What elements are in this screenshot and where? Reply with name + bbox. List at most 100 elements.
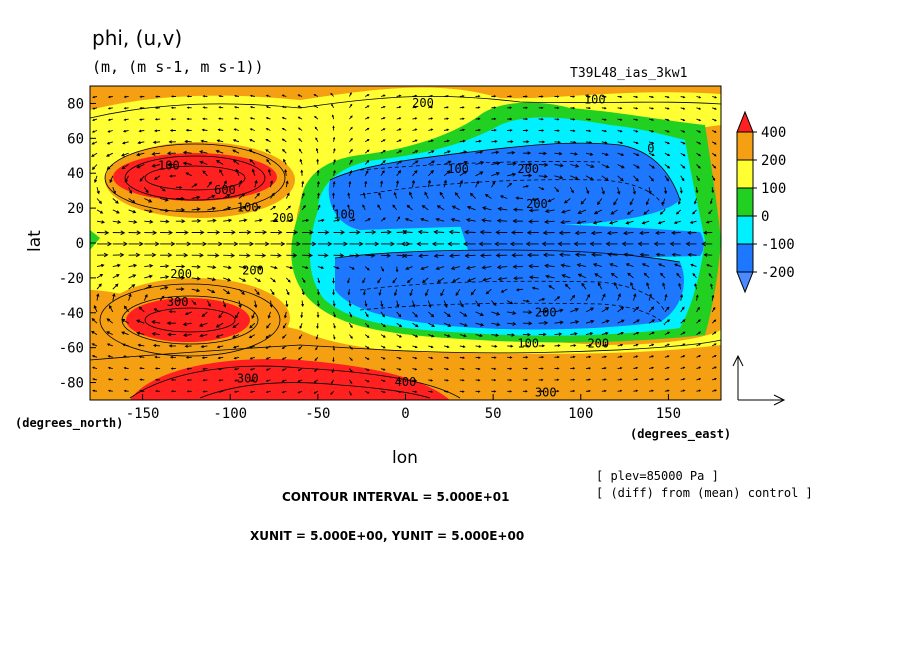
wind-arrow (643, 209, 650, 215)
wind-arrow (395, 266, 399, 273)
wind-arrow (485, 288, 492, 295)
wind-arrow (170, 378, 176, 382)
wind-arrow (511, 252, 523, 258)
wind-arrow (282, 322, 287, 329)
wind-arrow (538, 129, 545, 132)
wind-arrow (475, 171, 484, 177)
colorbar-top-arrow (736, 110, 754, 133)
y-tick-label: 80 (67, 96, 84, 112)
colorbar-swatch (736, 187, 754, 217)
wind-arrow (380, 94, 386, 97)
wind-arrow (112, 252, 125, 258)
wind-arrow (538, 297, 546, 302)
wind-arrow (459, 94, 465, 98)
wind-arrow (380, 105, 386, 109)
wind-arrow (648, 164, 655, 169)
wind-arrow (443, 322, 452, 327)
wind-arrow (467, 277, 476, 282)
wind-arrow (676, 272, 682, 279)
wind-arrow (333, 169, 336, 176)
wind-arrow (249, 368, 255, 371)
wind-arrow (223, 277, 232, 282)
wind-arrow (199, 150, 208, 154)
wind-arrow (428, 390, 434, 393)
wind-arrow (692, 209, 697, 215)
wind-arrow (706, 264, 713, 268)
wind-arrow (395, 180, 400, 188)
wind-arrow (570, 389, 576, 393)
wind-arrow (711, 175, 716, 182)
wind-arrow (396, 356, 402, 360)
wind-arrow (349, 148, 353, 154)
wind-arrow (175, 241, 192, 247)
wind-arrow (317, 204, 321, 211)
wind-arrow (283, 158, 287, 165)
wind-arrow (223, 241, 239, 247)
y-tick-label: -60 (59, 341, 84, 357)
wind-arrow (137, 141, 145, 145)
wind-arrow (380, 300, 384, 308)
wind-arrow (122, 355, 129, 358)
wind-arrow (348, 170, 353, 176)
wind-arrow (160, 241, 176, 247)
wind-arrow (459, 390, 465, 393)
x-tick-label: 100 (568, 406, 593, 422)
wind-arrow (332, 204, 336, 210)
wind-arrow (128, 263, 138, 268)
wind-arrow (633, 389, 639, 392)
wind-arrow (333, 253, 345, 258)
wind-arrow (233, 356, 240, 360)
wind-arrow (589, 241, 602, 247)
wind-arrow (649, 95, 655, 99)
wind-arrow (500, 288, 508, 293)
wind-arrow (316, 169, 320, 176)
wind-arrow (317, 289, 320, 296)
wind-arrow (608, 220, 618, 225)
wind-arrow (538, 174, 548, 179)
wind-arrow (235, 168, 240, 176)
wind-arrow (574, 230, 587, 236)
wind-arrow (554, 378, 560, 381)
wind-arrow (475, 161, 485, 165)
wind-arrow (554, 175, 564, 180)
wind-arrow (380, 356, 386, 360)
wind-arrow (648, 331, 655, 336)
wind-arrow (139, 106, 145, 110)
wind-arrow (281, 116, 287, 120)
wind-arrow (238, 288, 245, 295)
wind-arrow (585, 141, 593, 144)
wind-arrow (538, 309, 549, 314)
x-tick-label: -100 (213, 406, 247, 422)
wind-arrow (648, 343, 655, 347)
wind-arrow (444, 128, 450, 132)
wind-arrow (411, 179, 416, 188)
wind-arrow (680, 141, 686, 145)
wind-arrow (175, 275, 186, 280)
wind-arrow (617, 366, 623, 370)
wind-arrow (330, 390, 334, 395)
wind-arrow (648, 175, 654, 182)
wind-arrow (265, 379, 271, 382)
wind-arrow (207, 230, 221, 235)
wind-arrow (696, 141, 702, 145)
wind-arrow (121, 141, 129, 145)
wind-arrow (234, 94, 240, 98)
wind-arrow (364, 94, 370, 97)
wind-arrow (254, 241, 270, 247)
wind-arrow (202, 367, 208, 371)
wind-arrow (364, 127, 370, 131)
wind-arrow (633, 355, 639, 358)
wind-arrow (409, 191, 413, 199)
wind-arrow (507, 150, 516, 155)
wind-arrow (435, 266, 445, 271)
wind-arrow (106, 318, 114, 324)
wind-arrow (664, 355, 670, 358)
y-tick-label: 60 (67, 131, 84, 147)
wind-arrow (412, 334, 419, 338)
wind-arrow (424, 191, 429, 199)
wind-arrow (301, 192, 305, 199)
wind-arrow (270, 192, 275, 199)
wind-arrow (378, 289, 382, 296)
wind-arrow (265, 138, 271, 143)
wind-arrow (301, 266, 309, 270)
